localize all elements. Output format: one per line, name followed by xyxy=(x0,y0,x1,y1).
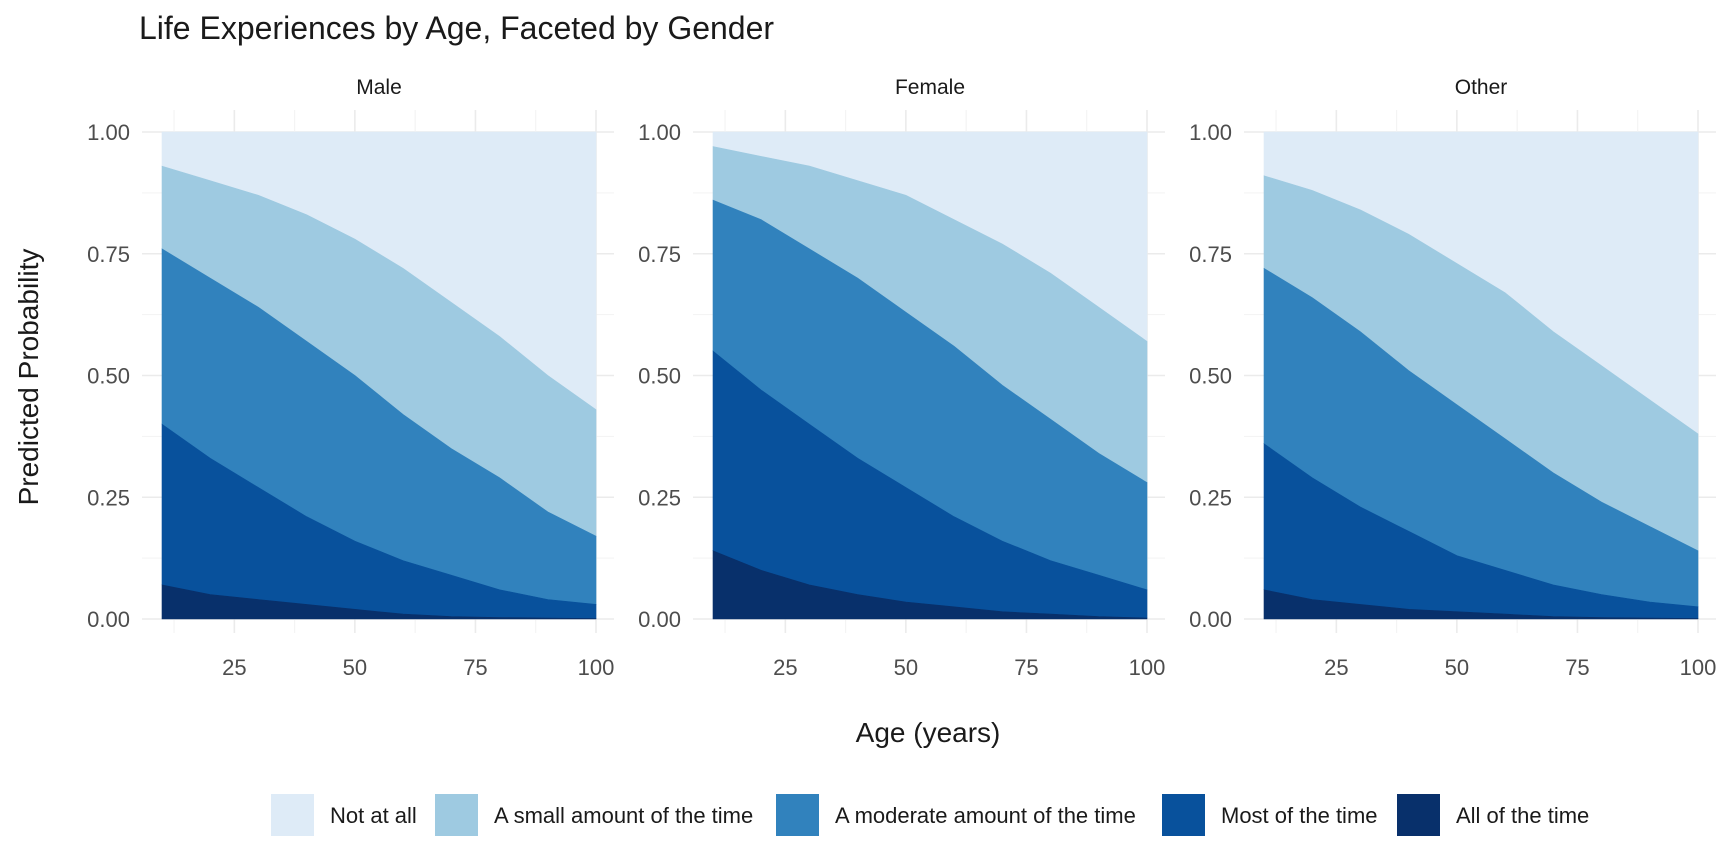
facet-panels: Male 0.00 0.25 0.50 0.75 1.00 25 50 75 100 Female 0… xyxy=(87,76,1716,680)
facet-panel-female: Female 0.00 0.25 0.50 0.75 1.00 25 50 75 100 xyxy=(638,76,1165,680)
facet-panel-other: Other 0.00 0.25 0.50 0.75 1.00 25 50 75 100 xyxy=(1189,76,1716,680)
x-tick-label: 25 xyxy=(773,655,797,680)
legend-key xyxy=(1397,794,1440,836)
y-tick-label: 1.00 xyxy=(1189,120,1232,145)
x-tick-label: 75 xyxy=(1565,655,1589,680)
legend-item: All of the time xyxy=(1397,794,1589,836)
area-band-4 xyxy=(1263,589,1699,620)
y-tick-label: 0.25 xyxy=(638,485,681,510)
y-tick-label: 0.25 xyxy=(1189,485,1232,510)
y-tick-label: 0.25 xyxy=(87,485,130,510)
y-tick-label: 0.00 xyxy=(1189,607,1232,632)
x-tick-label: 100 xyxy=(1129,655,1166,680)
legend-label: A moderate amount of the time xyxy=(835,803,1136,828)
legend-item: A moderate amount of the time xyxy=(776,794,1136,836)
area-band-4 xyxy=(712,550,1148,620)
legend-item: Most of the time xyxy=(1162,794,1378,836)
legend-key xyxy=(271,794,314,836)
x-tick-label: 100 xyxy=(578,655,615,680)
legend-label: A small amount of the time xyxy=(494,803,753,828)
x-tick-label: 75 xyxy=(1014,655,1038,680)
y-axis-label: Predicted Probability xyxy=(13,249,44,506)
y-tick-label: 0.50 xyxy=(1189,364,1232,389)
legend-label: Not at all xyxy=(330,803,417,828)
x-tick-label: 50 xyxy=(1445,655,1469,680)
legend: Not at all A small amount of the time A mo… xyxy=(271,794,1589,836)
y-tick-label: 0.75 xyxy=(1189,242,1232,267)
facet-strip-label: Male xyxy=(356,76,402,99)
x-tick-label: 25 xyxy=(222,655,246,680)
y-tick-label: 0.75 xyxy=(87,242,130,267)
x-tick-label: 100 xyxy=(1680,655,1717,680)
legend-label: Most of the time xyxy=(1221,803,1378,828)
area-band-4 xyxy=(161,584,597,620)
x-tick-label: 25 xyxy=(1324,655,1348,680)
legend-key xyxy=(776,794,819,836)
x-axis-label: Age (years) xyxy=(856,717,1001,748)
y-tick-label: 0.00 xyxy=(87,607,130,632)
x-tick-label: 50 xyxy=(894,655,918,680)
y-tick-label: 0.50 xyxy=(87,364,130,389)
chart-title: Life Experiences by Age, Faceted by Gend… xyxy=(139,10,774,46)
y-tick-label: 1.00 xyxy=(87,120,130,145)
y-tick-label: 0.75 xyxy=(638,242,681,267)
legend-key xyxy=(1162,794,1205,836)
legend-item: A small amount of the time xyxy=(435,794,753,836)
legend-item: Not at all xyxy=(271,794,417,836)
y-tick-label: 0.00 xyxy=(638,607,681,632)
legend-label: All of the time xyxy=(1456,803,1589,828)
facet-strip-label: Female xyxy=(895,76,965,99)
facet-panel-male: Male 0.00 0.25 0.50 0.75 1.00 25 50 75 100 xyxy=(87,76,614,680)
x-tick-label: 50 xyxy=(343,655,367,680)
x-tick-label: 75 xyxy=(463,655,487,680)
y-tick-label: 0.50 xyxy=(638,364,681,389)
facet-strip-label: Other xyxy=(1455,76,1508,99)
y-tick-label: 1.00 xyxy=(638,120,681,145)
legend-key xyxy=(435,794,478,836)
